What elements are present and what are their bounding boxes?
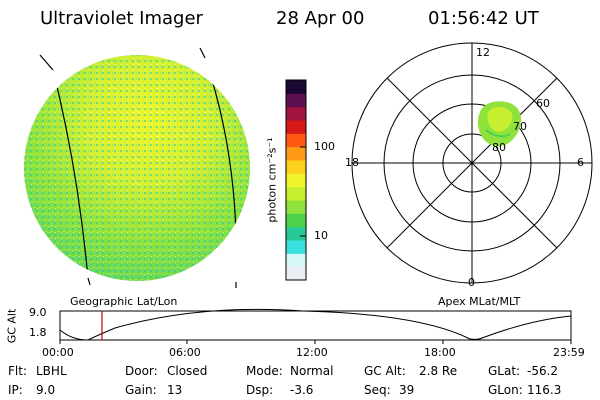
orbit-x-label-0000: 00:00 (42, 346, 74, 359)
intensity-colorbar (286, 80, 306, 281)
orbit-x-label-2359: 23:59 (553, 346, 585, 359)
glat-value: -56.2 (527, 364, 559, 378)
door-label: Door: (125, 364, 158, 378)
colorbar-segment (286, 226, 306, 241)
orbit-altitude-curve (59, 308, 572, 341)
orbit-altitude-plot (59, 308, 572, 344)
mlat-label-60: 60 (536, 97, 550, 110)
mlt-label-6: 6 (577, 156, 584, 169)
colorbar-segment (286, 240, 306, 254)
instrument-title: Ultraviolet Imager (40, 8, 203, 29)
filter-label: Flt: (8, 364, 27, 378)
polar-mlt-plot (351, 42, 593, 284)
geographic-image (24, 47, 250, 288)
colorbar-segment (286, 173, 306, 188)
glat-label: GLat: (488, 364, 521, 378)
colorbar-segment (286, 93, 306, 108)
polar-diagonal-b (386, 77, 558, 249)
auroral-emission-core (487, 106, 513, 132)
colorbar-label-100: 100 (314, 140, 335, 153)
auroral-emission-edge (485, 129, 511, 138)
gain-label: Gain: (125, 383, 157, 397)
colorbar-segment (286, 213, 306, 228)
colorbar-segment (286, 146, 306, 161)
orbit-x-label-1800: 18:00 (424, 346, 456, 359)
orbit-x-label-1200: 12:00 (296, 346, 328, 359)
ip-label: IP: (8, 383, 23, 397)
gc-alt-label: GC Alt: (364, 364, 406, 378)
orbit-x-label-0600: 06:00 (169, 346, 201, 359)
mlat-label-80: 80 (492, 141, 506, 154)
door-value: Closed (167, 364, 208, 378)
orbit-y-label-bottom: 1.8 (29, 326, 47, 339)
orbit-plot-frame (59, 310, 572, 341)
glon-value: 116.3 (527, 383, 562, 397)
colorbar-segment (286, 120, 306, 134)
dsp-label: Dsp: (246, 383, 274, 397)
filter-value: LBHL (36, 364, 67, 378)
mlt-label-18: 18 (345, 156, 359, 169)
geographic-panel-label: Geographic Lat/Lon (70, 295, 178, 308)
mlt-label-0: 0 (468, 276, 475, 289)
colorbar-frame (285, 79, 307, 281)
colorbar-segment (286, 133, 306, 148)
seq-label: Seq: (364, 383, 391, 397)
ip-value: 9.0 (36, 383, 56, 397)
mlat-label-70: 70 (513, 120, 527, 133)
orbit-y-label-top: 9.0 (29, 306, 47, 319)
observation-time: 01:56:42 UT (428, 8, 539, 29)
mlt-label-12: 12 (476, 46, 490, 59)
mode-value: Normal (290, 364, 334, 378)
colorbar-segment (286, 106, 306, 121)
observation-date: 28 Apr 00 (276, 8, 365, 29)
apex-panel-label: Apex MLat/MLT (438, 295, 521, 308)
dsp-value: -3.6 (290, 383, 314, 397)
colorbar-segment (286, 266, 306, 281)
gc-alt-value: 2.8 Re (419, 364, 458, 378)
colorbar-segment (286, 186, 306, 201)
colorbar-segment (286, 253, 306, 268)
colorbar-unit-label: photon cm⁻²s⁻¹ (265, 137, 279, 223)
glon-label: GLon: (488, 383, 523, 397)
colorbar-label-10: 10 (314, 229, 328, 242)
colorbar-segment (286, 80, 306, 94)
seq-value: 39 (399, 383, 415, 397)
orbit-axis-title: GC Alt (5, 308, 19, 344)
mode-label: Mode: (246, 364, 283, 378)
colorbar-segment (286, 200, 306, 214)
gain-value: 13 (167, 383, 183, 397)
colorbar-segment (286, 160, 306, 174)
